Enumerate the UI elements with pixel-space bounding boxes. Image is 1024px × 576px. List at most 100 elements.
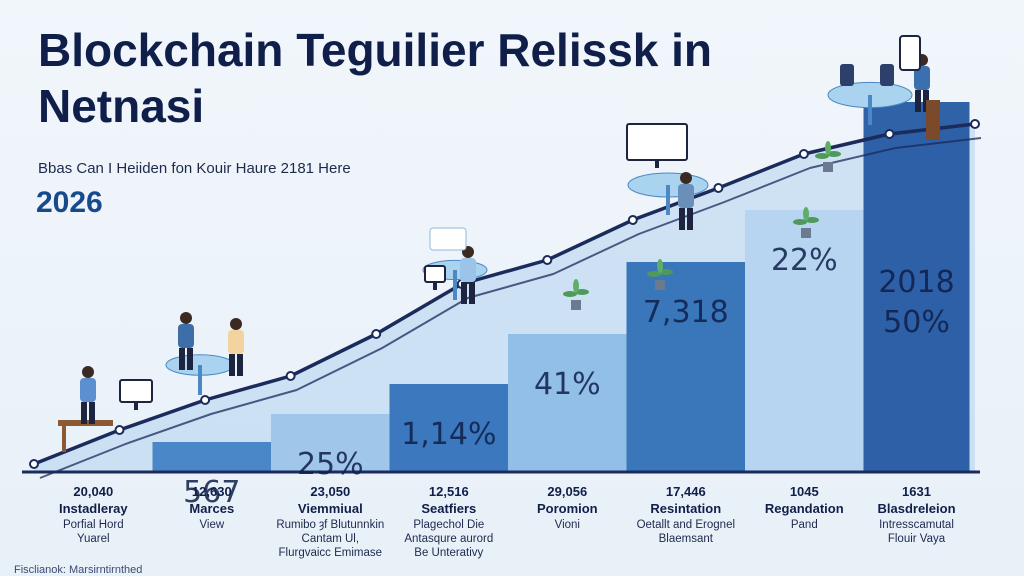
- plant-2: [647, 259, 673, 290]
- chart-board-icon-stand: [134, 402, 138, 410]
- plant-2-leaf-3: [657, 259, 663, 273]
- person-seated-1-leg-r: [187, 348, 193, 370]
- trend-point-8: [627, 215, 638, 225]
- person-seated-2-body: [460, 258, 476, 282]
- plant-4-pot: [823, 162, 833, 172]
- trend-point-7: [542, 255, 553, 265]
- trend-point-1: [29, 459, 39, 469]
- category-name-3: Viemmiual: [298, 501, 363, 516]
- plant-3-pot: [801, 228, 811, 238]
- footer-note: Fisclianok: Marsirntirnthed: [14, 564, 143, 576]
- monitor-dashboard-icon-stand: [655, 160, 659, 168]
- category-sub-6-1: Oetallt and Erognel: [637, 519, 735, 531]
- bar-value-label-8-1: 2018: [878, 265, 954, 300]
- bar-7: [745, 210, 864, 472]
- laptop-icon: [424, 265, 446, 283]
- round-table-3-leg: [666, 185, 670, 215]
- person-presenter-body: [80, 378, 96, 402]
- trend-point-2: [114, 425, 125, 435]
- trend-point-4: [285, 371, 296, 381]
- person-standing-2-head: [680, 172, 692, 184]
- category-value-6: 17,446: [666, 484, 706, 499]
- bar-8: [863, 102, 970, 472]
- speech-card-icon: [429, 227, 467, 251]
- person-top-body: [914, 66, 930, 90]
- trend-point-9: [713, 183, 724, 193]
- bar-value-label-2: 567: [183, 475, 240, 510]
- category-sub-8-2: Flouir Vaya: [888, 533, 946, 545]
- chair-icon-2: [880, 64, 894, 86]
- plant-2-leaf-1: [647, 271, 661, 277]
- plant-1-leaf-1: [563, 291, 577, 297]
- page-title: Blockchain Teguilier Relissk in Netnasi: [38, 22, 798, 134]
- category-sub-1-1: Porfial Hord: [63, 519, 124, 531]
- category-name-7: Regandation: [765, 501, 844, 516]
- bar-value-label-6: 7,318: [643, 295, 729, 330]
- category-sub-1-2: Yuarel: [77, 533, 110, 545]
- person-presenter-leg-l: [81, 402, 87, 424]
- plant-4: [815, 141, 841, 172]
- category-sub-4-3: Be Unterativy: [414, 547, 483, 559]
- category-value-7: 1045: [790, 484, 819, 499]
- desk-leg: [62, 426, 66, 452]
- trend-point-11: [884, 129, 895, 139]
- person-standing-2: [678, 172, 694, 230]
- chair-icon-3: [926, 100, 940, 140]
- plant-2-pot: [655, 280, 665, 290]
- category-sub-8-1: Intresscamutal: [879, 519, 954, 531]
- chart-board-icon: [119, 379, 153, 403]
- trend-point-3: [200, 395, 211, 405]
- person-standing-1-head: [230, 318, 242, 330]
- bar-value-label-8-2: 50%: [883, 305, 950, 340]
- plant-4-leaf-2: [827, 151, 841, 157]
- plant-1-leaf-2: [575, 289, 589, 295]
- person-presenter-leg-r: [89, 402, 95, 424]
- person-standing-1-leg-r: [237, 354, 243, 376]
- category-sub-2-1: View: [199, 519, 224, 531]
- category-sub-3-2: Cantam Ul,: [302, 533, 360, 545]
- trend-point-12: [970, 119, 980, 129]
- person-standing-1-leg-l: [229, 354, 235, 376]
- trend-point-5: [371, 329, 382, 339]
- meeting-table-1-leg: [198, 365, 202, 395]
- bar-3: [271, 414, 390, 472]
- person-standing-2-leg-l: [679, 208, 685, 230]
- plant-1: [563, 279, 589, 310]
- bar-6: [626, 262, 745, 472]
- bar-4: [389, 384, 508, 472]
- person-top-leg-l: [915, 90, 921, 112]
- category-value-8: 1631: [902, 484, 931, 499]
- plant-2-leaf-2: [659, 269, 673, 275]
- title-line-2: Netnasi: [38, 80, 205, 132]
- person-seated-2: [460, 246, 476, 304]
- category-name-6: Resintation: [650, 501, 721, 516]
- category-sub-7-1: Pand: [791, 519, 818, 531]
- plant-1-leaf-3: [573, 279, 579, 293]
- category-name-4: Seatfiers: [421, 501, 476, 516]
- plant-1-pot: [571, 300, 581, 310]
- bar-2: [152, 442, 271, 472]
- category-name-8: Blasdreleion: [877, 501, 955, 516]
- laptop-icon-stand: [433, 282, 437, 290]
- top-table-leg: [868, 95, 872, 125]
- year-label: 2026: [36, 186, 103, 219]
- person-seated-1-leg-l: [179, 348, 185, 370]
- person-seated-1-head: [180, 312, 192, 324]
- category-value-3: 23,050: [310, 484, 350, 499]
- category-name-2: Marces: [189, 501, 234, 516]
- category-value-1: 20,040: [73, 484, 113, 499]
- category-name-1: Instadleray: [59, 501, 128, 516]
- category-sub-6-2: Blaemsant: [659, 533, 714, 545]
- title-line-1: Blockchain Teguilier Relissk in: [38, 24, 713, 76]
- plant-3-leaf-2: [805, 217, 819, 223]
- category-sub-3-3: Flurgvaicc Emimase: [279, 547, 383, 559]
- person-standing-2-leg-r: [687, 208, 693, 230]
- person-seated-1: [178, 312, 194, 370]
- category-value-2: 12,630: [192, 484, 232, 499]
- subtitle: Bbas Can I Heiiden fon Kouir Haure 2181 …: [38, 160, 351, 177]
- category-name-5: Poromion: [537, 501, 598, 516]
- phone-icon: [899, 35, 921, 71]
- category-sub-4-1: Plagechol Die: [413, 519, 484, 531]
- bar-value-label-5: 41%: [534, 367, 601, 402]
